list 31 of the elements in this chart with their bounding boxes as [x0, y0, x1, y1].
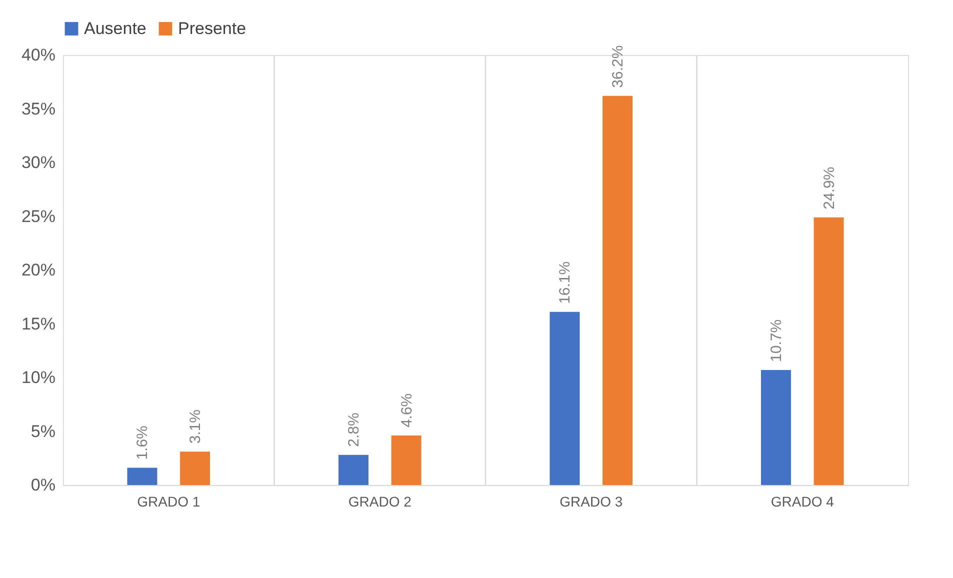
x-tick-label: GRADO 4	[770, 494, 834, 510]
data-label: 16.1%	[556, 261, 574, 304]
y-tick-label: 20%	[21, 260, 56, 280]
bar	[602, 96, 633, 485]
bar	[814, 217, 844, 485]
bar	[338, 454, 368, 485]
y-tick-label: 40%	[21, 46, 56, 64]
legend-label: Ausente	[84, 18, 146, 38]
y-tick-label: 25%	[21, 206, 56, 226]
x-tick-label: GRADO 1	[137, 494, 200, 510]
y-tick-label: 30%	[21, 153, 56, 172]
bar	[180, 452, 210, 485]
y-tick-label: 0%	[30, 476, 56, 494]
x-tick-label: GRADO 2	[348, 494, 412, 510]
bar	[127, 468, 158, 485]
data-label: 1.6%	[134, 426, 152, 460]
bar	[550, 312, 580, 485]
data-label: 3.1%	[187, 409, 204, 444]
data-label: 2.8%	[345, 412, 362, 447]
data-label: 36.2%	[610, 45, 627, 88]
y-tick-label: 15%	[21, 314, 56, 334]
bar	[391, 436, 422, 485]
y-tick-label: 10%	[21, 368, 56, 387]
data-label: 10.7%	[768, 319, 785, 362]
data-label: 4.6%	[398, 393, 416, 428]
bar	[760, 370, 791, 485]
data-label: 24.9%	[820, 166, 838, 210]
legend-label: Presente	[178, 18, 246, 38]
y-tick-label: 35%	[21, 99, 56, 118]
x-tick-label: GRADO 3	[560, 494, 623, 510]
y-tick-label: 5%	[30, 422, 56, 441]
